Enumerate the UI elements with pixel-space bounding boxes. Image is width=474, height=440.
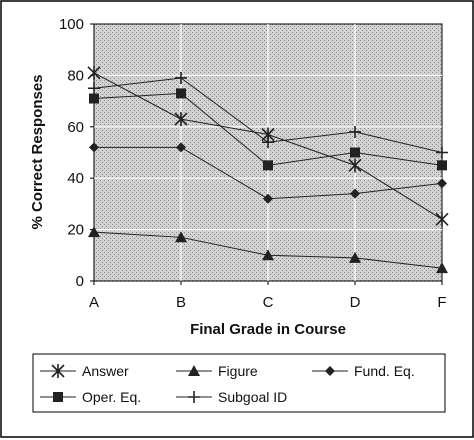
legend-item: Subgoal ID	[176, 389, 287, 405]
data-point-plus	[88, 82, 100, 95]
data-point-square	[89, 93, 99, 104]
y-tick-label: 20	[67, 222, 84, 239]
series-square	[89, 88, 447, 171]
legend-label: Fund. Eq.	[354, 363, 415, 379]
legend-marker-square	[53, 392, 63, 402]
legend: Answer Figure Fund. Eq. Oper. Eq. Subgoal ID	[40, 363, 415, 405]
x-tick-label: D	[350, 294, 361, 311]
y-axis-title: % Correct Responses	[29, 74, 46, 229]
series-plus	[88, 71, 448, 159]
series-asterisk	[87, 65, 449, 227]
x-tick-label: B	[176, 294, 186, 311]
legend-item: Answer	[40, 363, 129, 379]
legend-marker-asterisk	[51, 364, 65, 378]
data-point-diamond	[350, 188, 360, 199]
legend-label: Answer	[82, 363, 129, 379]
y-tick-label: 100	[59, 16, 84, 33]
data-point-asterisk	[348, 158, 362, 173]
x-tick-label: C	[263, 294, 274, 311]
data-point-asterisk	[87, 65, 101, 80]
data-point-asterisk	[174, 112, 188, 127]
y-axis-ticks: 0 20 40 60 80 100	[59, 16, 94, 290]
data-point-square	[350, 147, 360, 158]
data-point-plus	[262, 136, 274, 149]
data-point-square	[176, 88, 186, 99]
legend-item: Oper. Eq.	[40, 389, 141, 405]
y-tick-label: 80	[67, 67, 84, 84]
data-point-asterisk	[435, 212, 449, 227]
data-point-diamond	[437, 178, 447, 189]
y-tick-label: 0	[76, 273, 84, 290]
legend-marker-diamond	[325, 366, 335, 376]
legend-label: Subgoal ID	[218, 389, 287, 405]
data-point-square	[263, 160, 273, 171]
legend-label: Oper. Eq.	[82, 389, 141, 405]
series-group	[87, 65, 449, 274]
y-tick-label: 60	[67, 119, 84, 136]
series-diamond	[89, 142, 447, 204]
data-point-plus	[175, 71, 187, 84]
data-point-square	[437, 160, 447, 171]
data-point-triangle	[175, 231, 187, 243]
data-point-plus	[436, 146, 448, 159]
x-tick-label: A	[89, 294, 99, 311]
data-point-triangle	[436, 262, 448, 274]
data-point-triangle	[262, 249, 274, 261]
grid-lines	[94, 24, 442, 281]
legend-marker-plus	[188, 391, 200, 403]
series-triangle	[88, 226, 448, 274]
data-point-diamond	[89, 142, 99, 153]
legend-marker-triangle	[188, 365, 200, 376]
data-point-diamond	[176, 142, 186, 153]
data-point-plus	[349, 125, 361, 138]
data-point-diamond	[263, 193, 273, 204]
data-point-triangle	[88, 226, 100, 238]
x-axis-title: Final Grade in Course	[190, 321, 346, 338]
legend-item: Fund. Eq.	[312, 363, 415, 379]
data-point-triangle	[349, 251, 361, 263]
legend-item: Figure	[176, 363, 258, 379]
x-tick-label: F	[437, 294, 446, 311]
legend-label: Figure	[218, 363, 258, 379]
legend-box	[32, 353, 446, 413]
y-tick-label: 40	[67, 170, 84, 187]
